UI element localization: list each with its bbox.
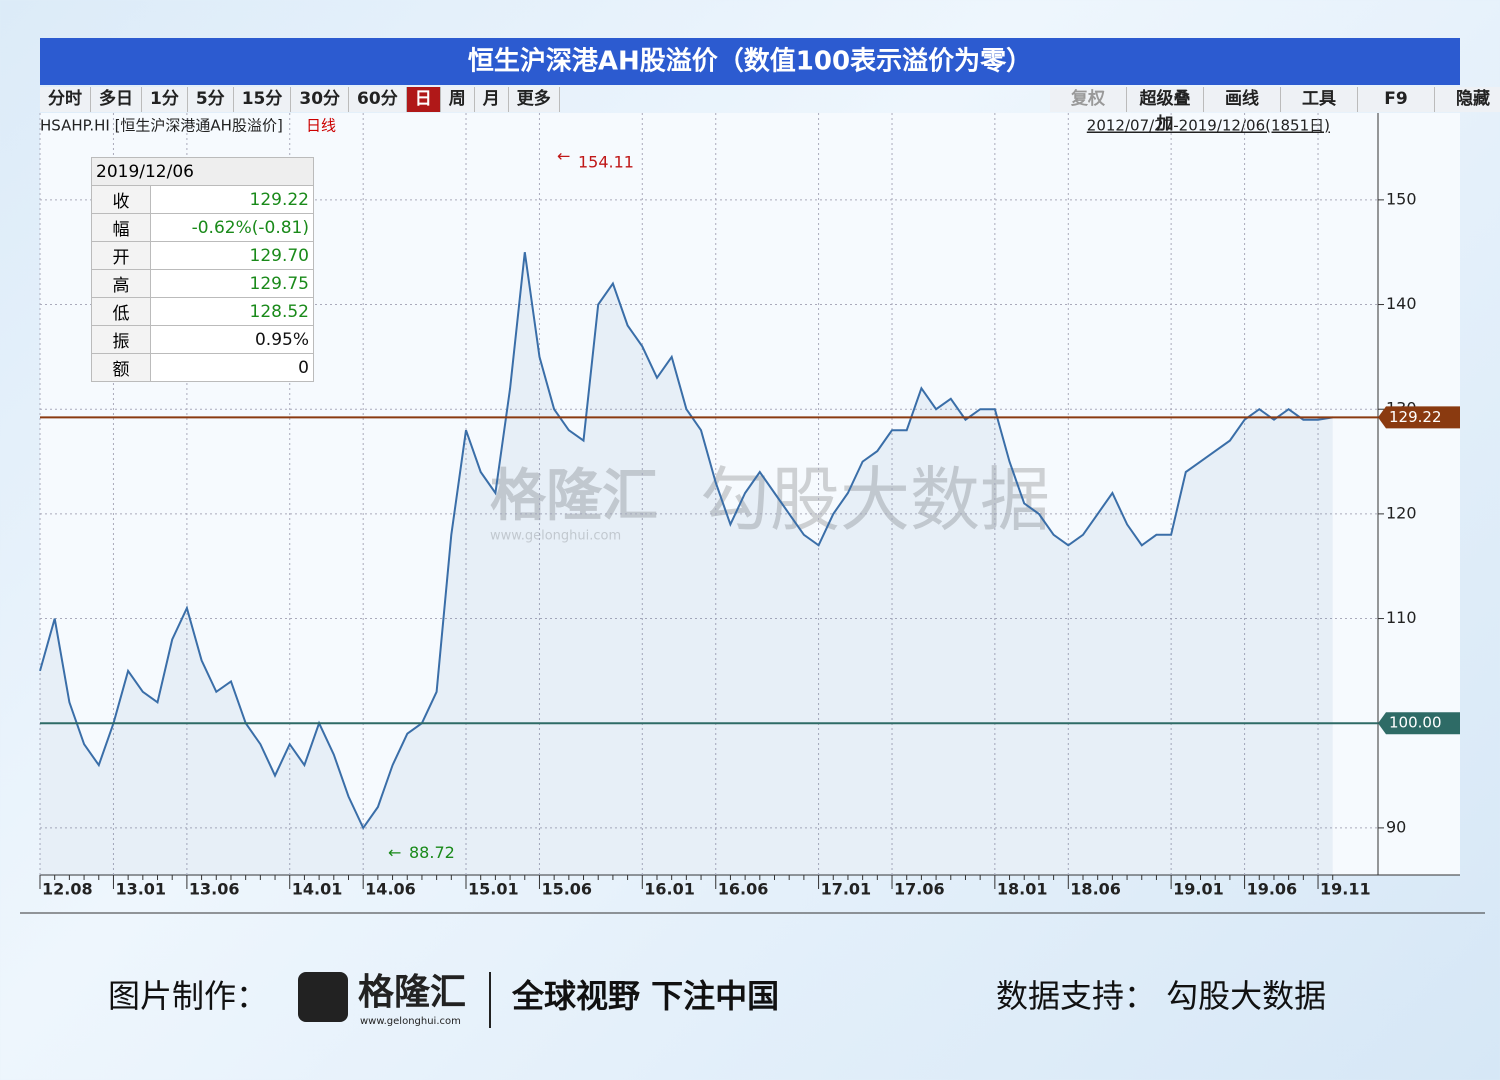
info-row: 开 129.70 — [91, 241, 314, 270]
info-label: 开 — [91, 241, 151, 270]
line — [39, 252, 1333, 830]
price-tag-label: 129.22 — [1389, 408, 1442, 426]
x-tick-label: 19.01 — [1173, 880, 1224, 899]
toolbar-button[interactable]: F9 — [1358, 87, 1435, 112]
period: 日线 — [306, 117, 336, 135]
info-label: 高 — [91, 269, 151, 298]
toolbar-button[interactable]: 多日 — [91, 87, 142, 112]
footer-data-by: 数据支持： 勾股大数据 — [996, 977, 1326, 1015]
y-tick-label: 140 — [1386, 294, 1417, 313]
price-tag-label: 100.00 — [1389, 714, 1442, 732]
x-tick-label: 13.01 — [115, 880, 166, 899]
x-tick-label: 17.01 — [821, 880, 872, 899]
info-row: 低 128.52 — [91, 297, 314, 326]
y-tick-label: 110 — [1386, 608, 1417, 627]
toolbar-button[interactable]: 工具 — [1281, 87, 1358, 112]
price-tag — [1378, 712, 1460, 735]
footer-made-by: 图片制作： — [108, 977, 268, 1015]
info-label: 收 — [91, 185, 151, 214]
info-value: 129.75 — [150, 269, 314, 298]
toolbar-left: 分时 多日 1分 5分 15分 30分 60分日周月更多 — [40, 87, 560, 112]
toolbar-button[interactable]: 月 — [474, 87, 509, 112]
x-tick-label: 13.06 — [189, 880, 240, 899]
x-tick-label: 19.06 — [1247, 880, 1298, 899]
min-label: 88.72 — [409, 843, 455, 862]
info-row: 振 0.95% — [91, 325, 314, 354]
toolbar-button[interactable]: 分时 — [40, 87, 91, 112]
symbol: HSAHP.HI [恒生沪深港通AH股溢价] — [40, 117, 283, 135]
max-label: 154.11 — [578, 153, 634, 172]
info-header: 2019/12/06 — [91, 157, 314, 186]
price-tag — [1378, 406, 1460, 429]
x-tick-label: 16.01 — [644, 880, 695, 899]
info-label: 额 — [91, 353, 151, 382]
info-row: 高 129.75 — [91, 269, 314, 298]
toolbar-button[interactable]: 日 — [406, 87, 441, 112]
info-value: 0 — [150, 353, 314, 382]
y-tick-label: 120 — [1386, 503, 1417, 522]
info-date: 2019/12/06 — [91, 157, 314, 186]
info-row: 收 129.22 — [91, 185, 314, 214]
x-tick-label: 16.06 — [718, 880, 769, 899]
footer-url: www.gelonghui.com — [360, 1016, 461, 1027]
x-tick-label: 18.01 — [997, 880, 1048, 899]
date-range: 2012/07/27-2019/12/06(1851日) — [1087, 117, 1330, 135]
x-tick-label: 14.01 — [292, 880, 343, 899]
footer-brand: 格隆汇 — [358, 972, 466, 1013]
area — [40, 252, 1333, 875]
info-label: 幅 — [91, 213, 151, 242]
x-tick-label: 19.11 — [1320, 880, 1371, 899]
info-value: 129.22 — [150, 185, 314, 214]
x-tick-label: 12.08 — [42, 880, 93, 899]
x-tick-label: 17.06 — [894, 880, 945, 899]
info-value: 129.70 — [150, 241, 314, 270]
info-label: 低 — [91, 297, 151, 326]
footer-slogan: 全球视野 下注中国 — [511, 977, 779, 1015]
x-tick-label: 14.06 — [365, 880, 416, 899]
max-arrow: ← — [557, 147, 570, 166]
toolbar-button[interactable]: 60分 — [349, 87, 407, 112]
toolbar-button[interactable]: 周 — [440, 87, 475, 112]
toolbar-button[interactable]: 更多 — [508, 87, 560, 112]
toolbar-button[interactable]: 5分 — [187, 87, 234, 112]
x-tick-label: 15.01 — [468, 880, 519, 899]
logo-icon — [298, 972, 348, 1022]
toolbar-button[interactable]: 复权 — [1050, 87, 1127, 112]
toolbar-button[interactable]: 1分 — [142, 87, 188, 112]
info-row: 幅 -0.62%(-0.81) — [91, 213, 314, 242]
toolbar-button[interactable]: 隐藏 — [1435, 87, 1500, 112]
min-arrow: ← — [388, 843, 401, 862]
toolbar-right: 复权 超级叠加 画线 工具 F9 隐藏 — [1050, 87, 1500, 134]
toolbar-button[interactable]: 15分 — [233, 87, 292, 112]
toolbar-button[interactable]: 超级叠加 — [1127, 87, 1204, 134]
info-value: -0.62%(-0.81) — [150, 213, 314, 242]
y-tick-label: 90 — [1386, 817, 1406, 836]
toolbar-button[interactable]: 30分 — [291, 87, 350, 112]
y-tick-label: 150 — [1386, 189, 1417, 208]
toolbar-button[interactable]: 画线 — [1204, 87, 1281, 112]
title-bar — [40, 38, 1460, 85]
watermark-brand: 格隆汇 — [490, 464, 658, 529]
chart-title: 恒生沪深港AH股溢价（数值100表示溢价为零） — [468, 47, 1032, 77]
info-value: 0.95% — [150, 325, 314, 354]
info-value: 128.52 — [150, 297, 314, 326]
x-tick-label: 15.06 — [541, 880, 592, 899]
info-label: 振 — [91, 325, 151, 354]
watermark-url: www.gelonghui.com — [490, 529, 621, 544]
info-box: 2019/12/06 收 129.22 幅 -0.62%(-0.81) 开 129.70 高 1… — [91, 157, 314, 382]
x-tick-label: 18.06 — [1070, 880, 1121, 899]
